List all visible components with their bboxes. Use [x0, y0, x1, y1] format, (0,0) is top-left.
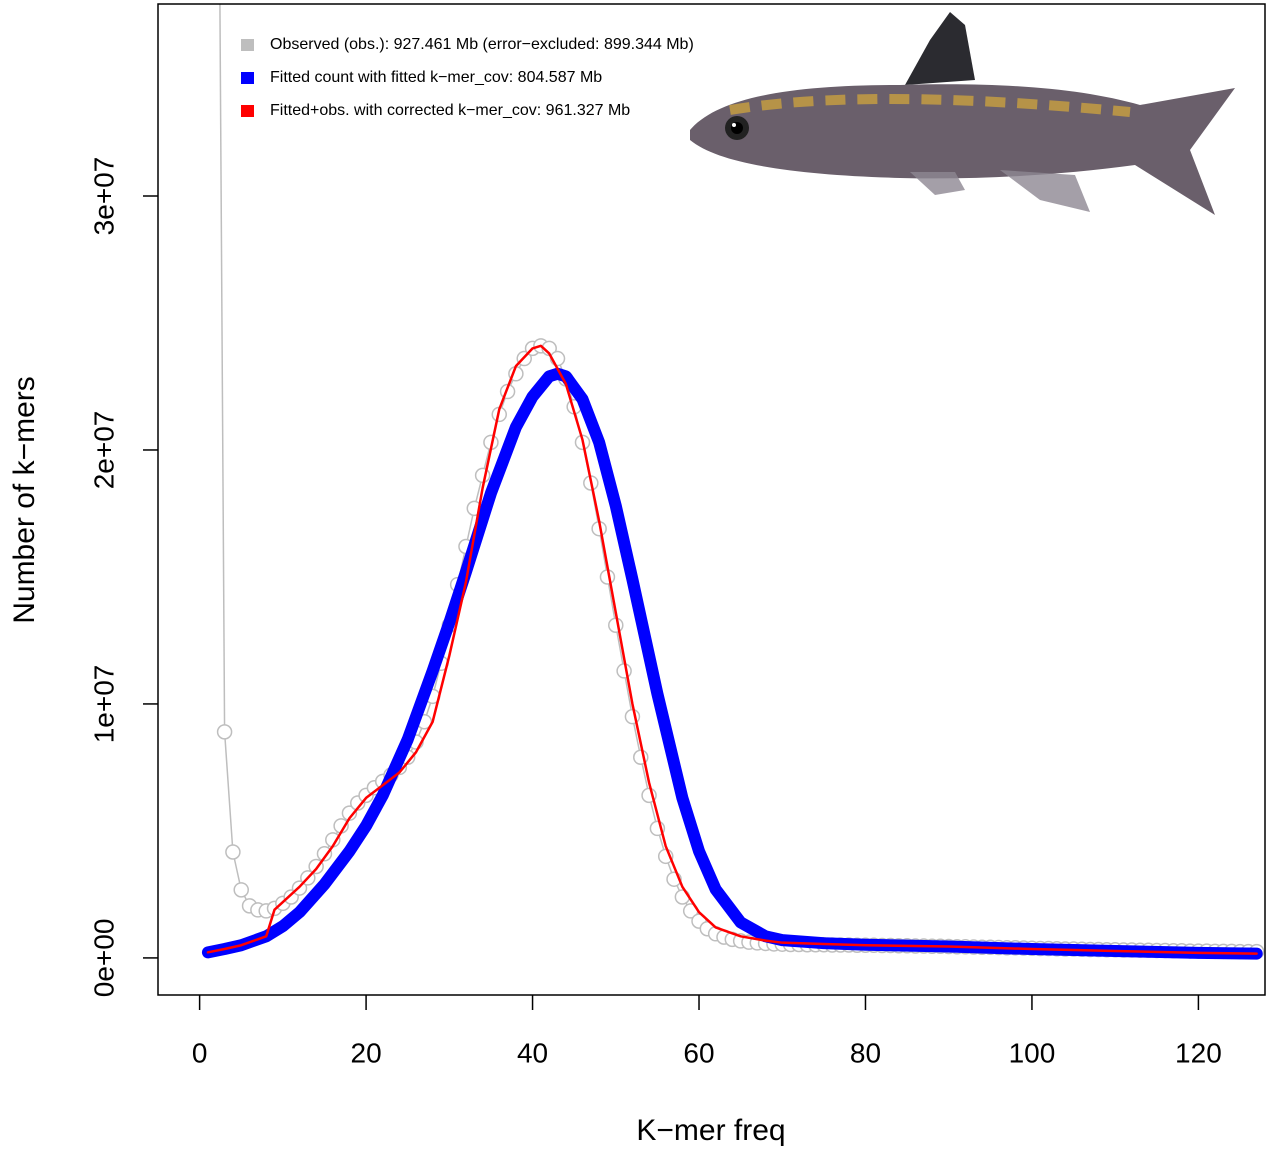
x-axis-title: K−mer freq [636, 1114, 785, 1147]
x-tick-label: 0 [192, 1037, 208, 1068]
y-axis-title: Number of k−mers [8, 376, 41, 624]
data-point [316, 846, 333, 862]
y-tick-label: 2e+07 [88, 411, 119, 490]
series-line [206, 344, 1258, 955]
y-tick-label: 3e+07 [88, 157, 119, 236]
plot-frame [157, 3, 1266, 996]
data-point [216, 724, 233, 740]
data-point [616, 663, 632, 679]
x-tick-label: 60 [683, 1037, 714, 1068]
series-line [201, 367, 1263, 960]
data-point [225, 844, 241, 860]
x-tick-label: 100 [1009, 1037, 1056, 1068]
fish-illustration [690, 12, 1235, 216]
x-tick-label: 20 [351, 1037, 382, 1068]
x-tick-label: 120 [1175, 1037, 1222, 1068]
x-tick-label: 80 [850, 1037, 881, 1068]
plot-area [201, 4, 1265, 960]
data-point [608, 617, 624, 633]
x-tick-label: 40 [517, 1037, 548, 1068]
y-tick-label: 0e+00 [88, 919, 119, 998]
legend-swatch [241, 105, 254, 117]
y-tick-label: 1e+07 [88, 665, 119, 744]
legend-label: Observed (obs.): 927.461 Mb (error−exclu… [270, 36, 694, 53]
legend-label: Fitted+obs. with corrected k−mer_cov: 96… [270, 102, 630, 119]
legend-swatch [241, 72, 254, 84]
data-point [233, 882, 249, 898]
legend-swatch [241, 39, 254, 51]
legend-label: Fitted count with fitted k−mer_cov: 804.… [270, 69, 602, 86]
